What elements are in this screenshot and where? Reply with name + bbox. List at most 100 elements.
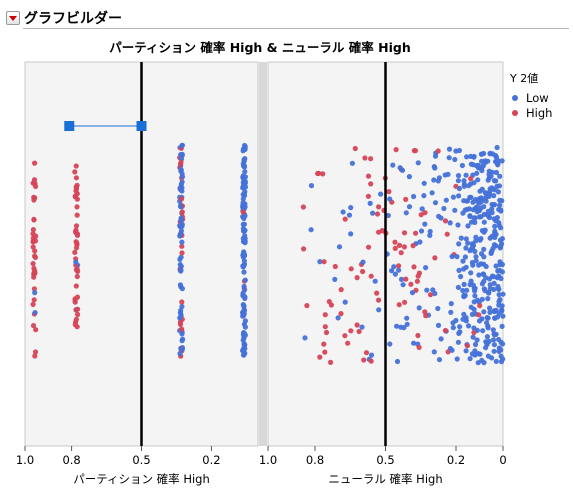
data-point-neural-low (427, 232, 433, 238)
data-point-neural-low (489, 169, 496, 175)
data-point-neural-low (454, 254, 460, 260)
data-point-neural-low (419, 206, 425, 212)
data-point-neural-high (374, 290, 380, 296)
data-point-neural-low (464, 287, 470, 293)
data-point-neural-low (432, 200, 439, 206)
data-point-neural-low (429, 190, 435, 196)
data-point-partition-high (73, 227, 79, 233)
data-point-neural-low (394, 358, 401, 365)
red-triangle-menu-icon[interactable] (6, 11, 20, 25)
data-point-neural-low (468, 181, 474, 187)
data-point-neural-low (469, 241, 475, 247)
data-point-partition-high (32, 353, 38, 359)
data-point-neural-high (368, 273, 374, 279)
data-point-partition-low (32, 290, 38, 296)
data-point-neural-high (410, 243, 416, 249)
data-point-neural-low (360, 259, 366, 265)
data-point-neural-low (475, 360, 481, 366)
data-point-partition-low (240, 174, 246, 180)
data-point-neural-low (487, 305, 493, 311)
data-point-neural-high (396, 302, 402, 308)
data-point-neural-low (462, 292, 468, 298)
data-point-neural-high (476, 312, 482, 318)
x-tick-label-neural: 1.0 (259, 453, 277, 467)
data-point-partition-low (241, 258, 247, 264)
data-point-neural-low (456, 193, 462, 199)
data-point-neural-low (385, 212, 391, 219)
data-point-neural-low (387, 341, 393, 347)
data-point-neural-low (479, 296, 485, 302)
data-point-neural-low (411, 193, 417, 200)
data-point-neural-high (415, 332, 421, 339)
data-point-partition-high (32, 270, 38, 276)
data-point-neural-low (499, 241, 505, 247)
data-point-neural-high (435, 148, 441, 154)
data-point-neural-high (411, 264, 417, 270)
data-point-neural-high (392, 245, 398, 251)
data-point-neural-low (463, 264, 469, 270)
data-point-neural-low (489, 233, 495, 239)
data-point-neural-low (497, 173, 503, 179)
data-point-neural-low (456, 267, 462, 273)
x-tick-label-partition: 0.5 (132, 453, 150, 467)
data-point-neural-high (301, 246, 307, 252)
data-point-neural-low (469, 311, 475, 317)
data-point-neural-high (379, 228, 385, 234)
data-point-neural-low (392, 271, 398, 277)
data-point-neural-high (393, 147, 399, 153)
data-point-neural-low (406, 174, 412, 180)
legend-item-low[interactable]: Low (512, 91, 549, 105)
data-point-neural-low (448, 301, 454, 307)
data-point-neural-low (460, 258, 466, 264)
data-point-partition-high (73, 316, 79, 322)
data-point-neural-low (470, 334, 476, 340)
data-point-neural-high (396, 242, 403, 248)
data-point-neural-low (430, 287, 436, 293)
data-point-partition-low (177, 262, 183, 268)
data-point-neural-low (486, 290, 492, 296)
data-point-neural-low (457, 324, 463, 330)
data-point-partition-high (240, 209, 246, 215)
data-point-neural-low (484, 334, 490, 340)
data-point-partition-high (74, 273, 80, 280)
data-point-neural-low (421, 193, 427, 199)
data-point-neural-low (423, 265, 429, 271)
data-point-neural-low (497, 259, 503, 265)
data-point-neural-high (345, 340, 351, 346)
data-point-neural-low (422, 221, 428, 227)
data-point-neural-low (450, 325, 456, 331)
data-point-neural-low (457, 329, 463, 335)
data-point-neural-low (477, 351, 483, 357)
data-point-neural-low (372, 278, 378, 284)
data-point-neural-low (461, 178, 467, 184)
data-point-neural-low (436, 357, 443, 363)
data-point-neural-low (499, 158, 505, 164)
data-point-neural-low (442, 172, 448, 178)
data-point-neural-low (468, 278, 474, 284)
data-point-neural-high (360, 268, 366, 275)
data-point-neural-low (447, 220, 453, 226)
data-point-neural-low (473, 234, 479, 240)
data-point-neural-low (431, 349, 437, 355)
data-point-partition-high (32, 254, 39, 260)
data-point-neural-low (487, 282, 493, 288)
data-point-neural-high (444, 231, 450, 237)
data-point-neural-high (403, 276, 409, 282)
data-point-partition-high (74, 196, 80, 202)
data-point-neural-low (491, 280, 497, 286)
data-point-neural-high (374, 211, 381, 217)
data-point-neural-low (332, 276, 338, 282)
data-point-neural-low (390, 162, 396, 168)
legend-item-high[interactable]: High (512, 106, 552, 120)
data-point-neural-low (470, 245, 476, 252)
data-point-neural-low (485, 177, 491, 183)
data-point-neural-low (490, 337, 497, 343)
data-point-neural-high (416, 344, 422, 350)
data-point-partition-low (241, 221, 247, 227)
data-point-neural-high (376, 297, 382, 303)
data-point-partition-high (179, 209, 185, 215)
data-point-neural-high (362, 155, 368, 161)
data-point-partition-low (241, 163, 247, 169)
data-point-neural-low (472, 293, 478, 299)
graph-builder-header: グラフビルダー (3, 5, 569, 29)
